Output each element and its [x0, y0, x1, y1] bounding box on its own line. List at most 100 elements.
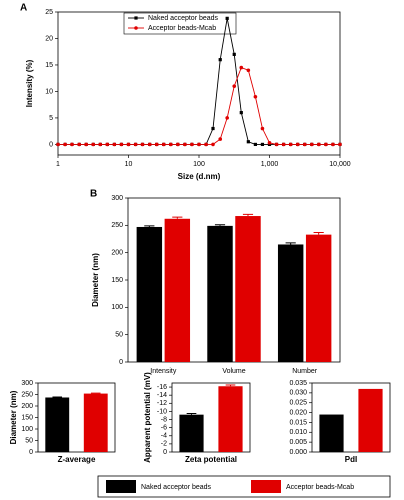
error-bar — [144, 225, 155, 227]
y-tick-label: 300 — [111, 195, 123, 202]
legend-box — [97, 475, 391, 498]
marker — [225, 16, 229, 20]
y-tick-label: 0 — [163, 449, 167, 456]
marker — [98, 142, 103, 147]
marker — [324, 142, 328, 147]
marker — [246, 140, 250, 144]
error-bar — [172, 216, 183, 219]
y-tick-label: 250 — [21, 391, 33, 398]
y-tick-label: -10 — [157, 408, 167, 415]
marker — [140, 142, 145, 147]
y-tick-label: 25 — [45, 9, 53, 16]
series-line — [58, 67, 340, 145]
bar — [235, 216, 261, 362]
y-tick-label: 5 — [49, 115, 53, 122]
marker — [112, 142, 117, 147]
marker — [197, 142, 201, 147]
y-axis-label: Diameter (nm) — [91, 253, 100, 307]
bar — [179, 414, 204, 452]
marker — [218, 58, 222, 62]
marker — [56, 142, 60, 147]
marker — [288, 142, 293, 147]
marker — [161, 142, 166, 147]
bar — [218, 386, 243, 452]
error-bar — [242, 213, 254, 217]
x-tick-label: 1,000 — [261, 161, 279, 168]
marker — [211, 142, 215, 147]
x-tick-label: Intensity — [150, 368, 177, 375]
x-axis-label: PdI — [345, 455, 357, 464]
marker — [211, 126, 215, 131]
marker — [309, 142, 314, 147]
marker — [317, 142, 321, 147]
error-bar — [313, 231, 324, 235]
marker — [260, 142, 265, 147]
plot-frame — [171, 382, 251, 453]
marker — [70, 142, 74, 147]
x-tick-label: 10,000 — [329, 161, 351, 168]
legend-swatch — [106, 480, 136, 493]
marker — [168, 142, 173, 147]
y-tick-label: 150 — [21, 414, 33, 421]
marker — [183, 142, 187, 147]
y-tick-label: 150 — [111, 277, 123, 284]
x-tick-label: Volume — [222, 368, 245, 375]
marker — [91, 142, 96, 147]
y-tick-label: -4 — [161, 433, 167, 440]
bar — [164, 218, 191, 362]
marker — [126, 142, 131, 147]
legend-marker — [134, 16, 138, 20]
x-tick-label: Number — [292, 368, 318, 375]
y-tick-label: 200 — [21, 403, 33, 410]
y-tick-label: 200 — [111, 250, 123, 257]
marker — [119, 142, 124, 147]
y-tick-label: 0 — [29, 449, 33, 456]
y-tick-label: 0.030 — [289, 390, 307, 397]
y-tick-label: -16 — [157, 384, 167, 391]
marker — [260, 126, 265, 131]
marker — [154, 142, 159, 147]
legend-label: Acceptor beads-Mcab — [148, 25, 216, 32]
y-tick-label: 0 — [49, 141, 53, 148]
panel-label: B — [90, 189, 97, 200]
y-axis-label: Intensity (%) — [25, 59, 34, 107]
y-axis-label: Apparent potential (mV) — [143, 372, 152, 463]
bar — [277, 244, 304, 362]
x-tick-label: 1 — [56, 161, 60, 168]
error-bar — [285, 242, 296, 245]
panel-label: A — [20, 3, 27, 14]
y-tick-label: 15 — [45, 62, 53, 69]
marker — [302, 142, 307, 147]
marker — [63, 142, 67, 147]
marker — [295, 142, 300, 147]
marker — [267, 141, 272, 145]
marker — [253, 94, 258, 99]
y-tick-label: -14 — [157, 392, 167, 399]
x-axis-label: Z-average — [58, 455, 96, 464]
y-tick-label: 0.005 — [289, 439, 307, 446]
error-bar — [225, 384, 236, 387]
legend-swatch — [251, 480, 281, 493]
x-tick-label: 100 — [193, 161, 205, 168]
bar — [45, 397, 70, 452]
legend-label: Naked acceptor beads — [148, 15, 219, 22]
y-tick-label: -2 — [161, 441, 167, 448]
bar — [319, 414, 344, 452]
y-tick-label: 0.000 — [289, 449, 307, 456]
plot-frame — [57, 11, 341, 156]
legend-label: Naked acceptor beads — [141, 484, 212, 491]
x-axis-label: Size (d.nm) — [178, 172, 221, 181]
error-bar — [214, 224, 226, 226]
y-tick-label: 0 — [119, 359, 123, 366]
x-axis-label: Zeta potential — [185, 455, 237, 464]
y-axis-label: Diameter (nm) — [9, 390, 18, 444]
marker — [204, 142, 208, 147]
legend-marker — [134, 26, 138, 30]
marker — [253, 142, 258, 147]
marker — [105, 142, 110, 147]
legend-box — [123, 12, 237, 35]
marker — [77, 142, 82, 147]
marker — [338, 142, 342, 147]
